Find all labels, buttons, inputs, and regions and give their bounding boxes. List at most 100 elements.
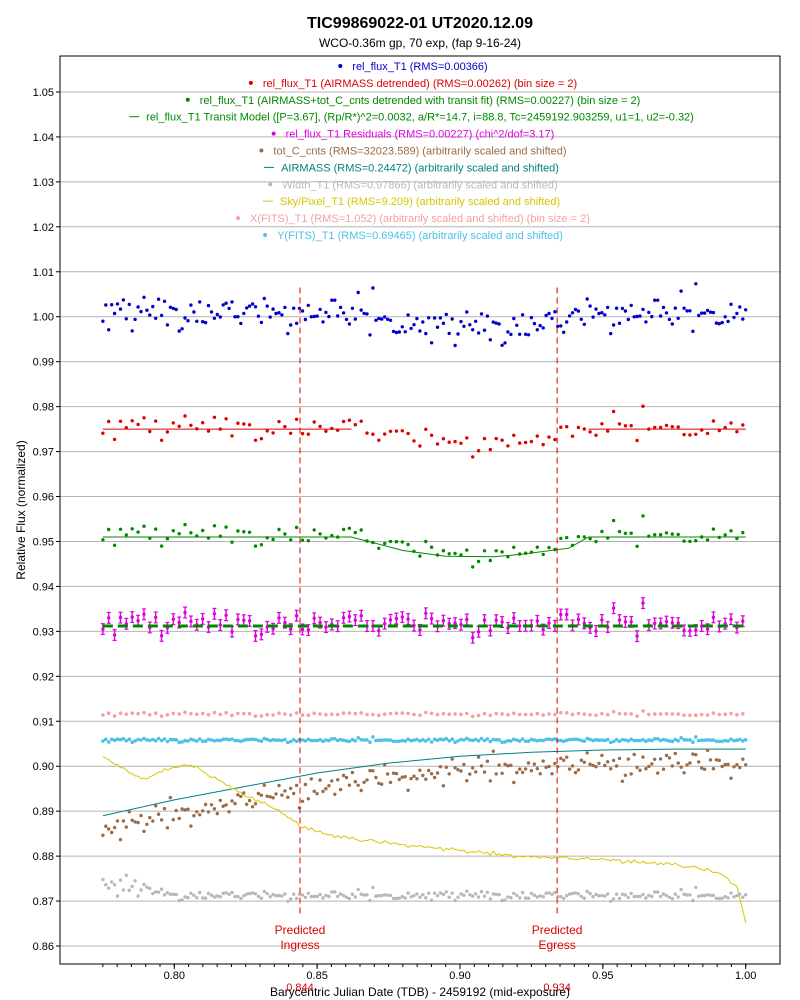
tot-c-cnts-point	[212, 807, 217, 811]
detrended-flux-point	[518, 441, 522, 445]
y-fits-point	[591, 738, 595, 743]
y-tick-label: 0.87	[33, 896, 54, 908]
raw-flux-point	[647, 310, 651, 315]
raw-flux-point	[359, 308, 363, 312]
width-point	[661, 892, 666, 896]
y-fits-point	[491, 737, 496, 742]
tot-c-cnts-point	[403, 775, 407, 779]
width-point	[444, 890, 448, 894]
x-fits-point	[159, 714, 164, 718]
tot-c-cnts-point	[606, 760, 610, 764]
tot-c-cnts-point	[491, 749, 495, 753]
fit-flux-point	[330, 533, 334, 538]
width-point	[400, 894, 404, 899]
fit-flux-point	[306, 539, 310, 543]
x-fits-point	[218, 712, 223, 717]
tot-c-cnts-point	[224, 803, 228, 807]
detrended-flux-point	[177, 424, 181, 428]
raw-flux-point	[227, 306, 231, 311]
tot-c-cnts-point	[462, 762, 466, 767]
width-point	[227, 892, 231, 896]
sky-line	[102, 756, 747, 924]
detrended-flux-point	[670, 425, 674, 429]
y-fits-point	[333, 737, 337, 741]
raw-flux-point	[503, 341, 507, 345]
width-point	[535, 895, 539, 899]
width-point	[294, 896, 299, 901]
width-point	[641, 892, 645, 897]
tot-c-cnts-point	[312, 789, 316, 793]
width-point	[412, 894, 416, 898]
y-fits-point	[250, 737, 255, 741]
raw-flux-point	[638, 314, 642, 318]
width-point	[189, 891, 193, 895]
y-fits-point	[594, 737, 598, 742]
width-point	[292, 892, 296, 896]
y-fits-point	[603, 738, 607, 743]
y-fits-point	[244, 737, 249, 742]
fit-flux-point	[283, 532, 287, 536]
width-point	[253, 892, 258, 896]
y-fits-point	[242, 738, 246, 742]
raw-flux-point	[145, 308, 149, 312]
raw-flux-point	[262, 296, 266, 301]
tot-c-cnts-point	[559, 756, 563, 760]
tot-c-cnts-point	[206, 810, 211, 814]
fit-flux-point	[459, 553, 463, 557]
detrended-flux-point	[206, 429, 211, 433]
raw-flux-point	[559, 324, 563, 328]
y-fits-point	[180, 740, 184, 744]
tot-c-cnts-point	[233, 801, 237, 806]
raw-flux-point	[265, 304, 269, 308]
y-fits-point	[262, 736, 267, 741]
y-fits-point	[694, 735, 698, 739]
width-point	[479, 890, 484, 894]
tot-c-cnts-point	[265, 794, 269, 798]
tot-c-cnts-point	[553, 761, 557, 766]
tot-c-cnts-point	[479, 764, 484, 768]
raw-flux-point	[292, 306, 296, 310]
raw-flux-point	[162, 299, 167, 303]
raw-flux-point	[447, 331, 451, 336]
width-point	[664, 893, 669, 898]
tot-c-cnts-point	[239, 794, 243, 799]
tot-c-cnts-point	[518, 767, 522, 771]
width-point	[609, 899, 613, 903]
y-fits-point	[553, 737, 557, 741]
y-fits-point	[412, 738, 416, 742]
y-tick-label: 1.01	[33, 267, 54, 279]
raw-flux-point	[664, 311, 669, 315]
detrended-flux-point	[271, 431, 275, 435]
width-point	[600, 893, 604, 898]
tot-c-cnts-point	[603, 763, 607, 768]
legend: rel_flux_T1 (RMS=0.00366) rel_flux_T1 (AI…	[129, 61, 694, 242]
tot-c-cnts-point	[679, 765, 683, 769]
y-fits-point	[503, 740, 507, 744]
fit-flux-point	[576, 534, 581, 539]
tot-c-cnts-point	[180, 807, 184, 811]
x-fits-point	[224, 711, 228, 715]
tot-c-cnts-point	[145, 822, 149, 826]
tot-c-cnts-point	[500, 771, 504, 775]
x-fits-point	[330, 712, 334, 717]
x-fits-point	[130, 711, 134, 715]
raw-flux-point	[356, 290, 360, 295]
width-point	[212, 895, 217, 899]
width-point	[635, 894, 639, 899]
width-point	[203, 896, 208, 900]
width-point	[112, 883, 117, 887]
width-point	[338, 892, 343, 896]
detrended-flux-point	[294, 417, 299, 421]
y-fits-point	[341, 738, 346, 742]
width-point	[676, 895, 680, 899]
width-point	[154, 890, 158, 894]
width-point	[245, 892, 249, 896]
width-point	[594, 892, 598, 897]
y-fits-point	[239, 739, 243, 744]
detrended-flux-point	[453, 439, 457, 444]
raw-flux-point	[180, 327, 184, 331]
y-fits-point	[353, 739, 358, 743]
x-fits-point	[148, 713, 152, 717]
tot-c-cnts-point	[429, 772, 434, 776]
tot-c-cnts-point	[195, 810, 199, 814]
